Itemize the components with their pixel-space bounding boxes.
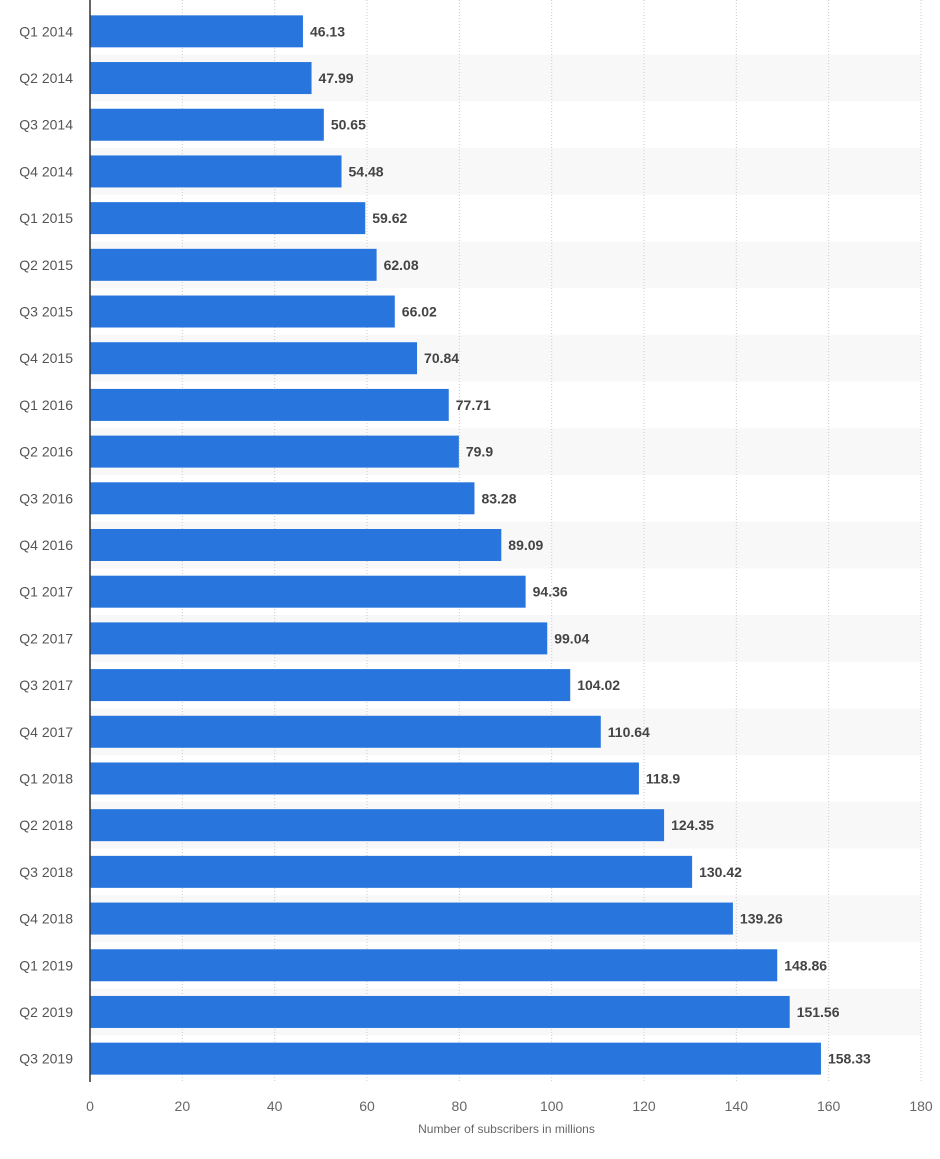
bar[interactable] <box>90 575 526 608</box>
bar[interactable] <box>90 62 312 95</box>
value-label: 139.26 <box>740 911 783 927</box>
category-label: Q4 2015 <box>19 350 73 366</box>
value-label: 70.84 <box>424 350 459 366</box>
x-tick-label: 40 <box>267 1098 283 1114</box>
category-label: Q4 2014 <box>19 163 73 179</box>
bar[interactable] <box>90 155 342 188</box>
value-label: 77.71 <box>456 397 491 413</box>
value-label: 148.86 <box>784 957 827 973</box>
bar[interactable] <box>90 202 366 235</box>
bar[interactable] <box>90 762 639 795</box>
category-label: Q1 2016 <box>19 397 73 413</box>
category-label: Q1 2019 <box>19 957 73 973</box>
x-tick-label: 120 <box>632 1098 656 1114</box>
category-label: Q2 2016 <box>19 444 73 460</box>
bar[interactable] <box>90 342 418 375</box>
category-label: Q2 2017 <box>19 630 73 646</box>
value-label: 46.13 <box>310 23 345 39</box>
value-labels: 46.13 47.99 50.65 54.48 59.62 62.08 66.02 70.84… <box>310 23 871 1066</box>
bar[interactable] <box>90 622 548 655</box>
bar[interactable] <box>90 435 459 468</box>
x-tick-label: 180 <box>909 1098 933 1114</box>
value-label: 54.48 <box>349 163 384 179</box>
value-label: 62.08 <box>384 257 419 273</box>
category-labels: Q1 2014 Q2 2014 Q3 2014 Q4 2014 Q1 2015 Q2 20… <box>19 23 73 1066</box>
x-tick-label: 160 <box>817 1098 841 1114</box>
value-label: 47.99 <box>319 70 354 86</box>
category-label: Q3 2017 <box>19 677 73 693</box>
x-tick-label: 20 <box>175 1098 191 1114</box>
category-label: Q2 2018 <box>19 817 73 833</box>
x-tick-labels: 0 20 40 60 80 100 120 140 160 180 <box>86 1098 933 1114</box>
bar[interactable] <box>90 669 571 702</box>
category-label: Q2 2019 <box>19 1004 73 1020</box>
category-label: Q1 2015 <box>19 210 73 226</box>
value-label: 118.9 <box>646 770 680 786</box>
bar[interactable] <box>90 715 601 748</box>
value-label: 94.36 <box>533 584 568 600</box>
value-label: 124.35 <box>671 817 714 833</box>
category-label: Q1 2018 <box>19 770 73 786</box>
bar[interactable] <box>90 295 395 328</box>
value-label: 104.02 <box>577 677 620 693</box>
bar[interactable] <box>90 388 449 421</box>
category-label: Q1 2017 <box>19 584 73 600</box>
category-label: Q3 2018 <box>19 864 73 880</box>
category-label: Q4 2016 <box>19 537 73 553</box>
category-label: Q3 2014 <box>19 117 73 133</box>
bar[interactable] <box>90 108 324 141</box>
value-label: 50.65 <box>331 117 366 133</box>
category-label: Q4 2017 <box>19 724 73 740</box>
bars <box>90 15 821 1075</box>
category-label: Q2 2015 <box>19 257 73 273</box>
bar[interactable] <box>90 902 733 935</box>
value-label: 89.09 <box>508 537 543 553</box>
bar[interactable] <box>90 809 665 842</box>
value-label: 99.04 <box>554 630 589 646</box>
value-label: 83.28 <box>481 490 516 506</box>
x-tick-label: 140 <box>725 1098 749 1114</box>
category-label: Q4 2018 <box>19 911 73 927</box>
value-label: 66.02 <box>402 304 437 320</box>
category-label: Q3 2016 <box>19 490 73 506</box>
value-label: 110.64 <box>608 724 650 740</box>
x-tick-label: 80 <box>452 1098 468 1114</box>
category-label: Q1 2014 <box>19 23 73 39</box>
bar[interactable] <box>90 855 693 888</box>
value-label: 79.9 <box>466 444 493 460</box>
bar[interactable] <box>90 15 303 48</box>
bar[interactable] <box>90 248 377 281</box>
value-label: 158.33 <box>828 1051 871 1067</box>
x-tick-label: 60 <box>359 1098 375 1114</box>
category-label: Q2 2014 <box>19 70 73 86</box>
bar[interactable] <box>90 995 790 1028</box>
value-label: 151.56 <box>797 1004 840 1020</box>
bar[interactable] <box>90 949 778 982</box>
category-label: Q3 2015 <box>19 304 73 320</box>
bar[interactable] <box>90 482 475 515</box>
value-label: 59.62 <box>372 210 407 226</box>
category-label: Q3 2019 <box>19 1051 73 1067</box>
x-axis-title: Number of subscribers in millions <box>418 1122 595 1136</box>
x-tick-label: 0 <box>86 1098 94 1114</box>
bar[interactable] <box>90 529 502 561</box>
x-tick-label: 100 <box>540 1098 564 1114</box>
bar[interactable] <box>90 1042 821 1075</box>
value-label: 130.42 <box>699 864 742 880</box>
